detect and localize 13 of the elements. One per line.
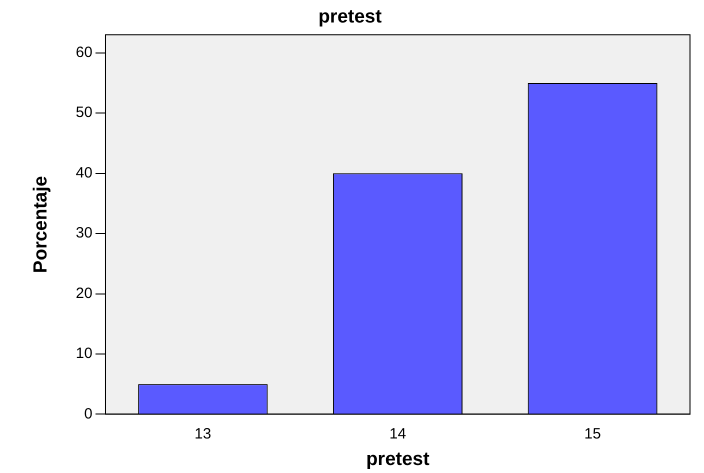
chart-title: pretest xyxy=(318,6,382,28)
y-tick-label: 60 xyxy=(76,44,92,62)
x-tick-label: 13 xyxy=(194,425,212,442)
y-tick-label: 30 xyxy=(76,224,92,242)
y-tick-label: 0 xyxy=(84,405,92,422)
x-axis-title: pretest xyxy=(366,448,430,470)
y-tick-label: 40 xyxy=(76,164,92,182)
y-tick-label: 10 xyxy=(76,345,92,362)
y-axis-title: Porcentaje xyxy=(30,176,52,274)
x-tick-label: 14 xyxy=(389,425,406,442)
y-tick-label: 50 xyxy=(76,104,92,122)
x-tick-label: 15 xyxy=(584,425,601,442)
y-tick-label: 20 xyxy=(76,284,92,302)
